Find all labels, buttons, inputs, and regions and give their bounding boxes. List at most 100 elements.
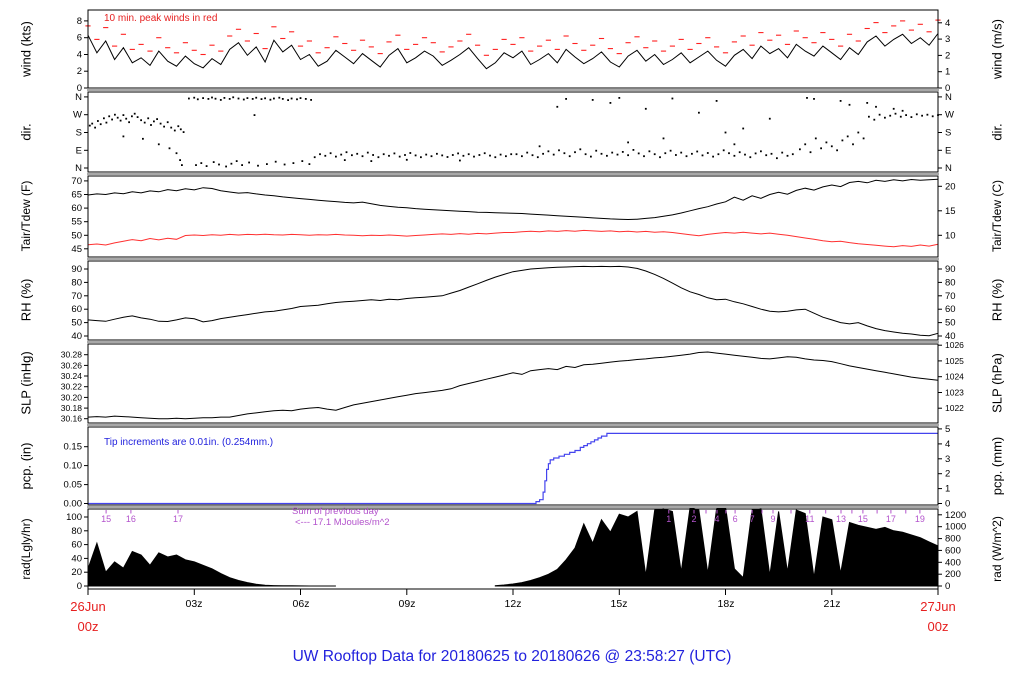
svg-text:19: 19 — [915, 514, 925, 524]
svg-text:80: 80 — [71, 277, 82, 288]
x-axis-end-date: 27Jun 00z — [920, 597, 955, 636]
svg-text:40: 40 — [945, 331, 956, 342]
svg-text:0.05: 0.05 — [64, 480, 83, 491]
svg-text:70: 70 — [71, 291, 82, 302]
pcp-left-axis-title: pcp. (in) — [18, 442, 34, 490]
svg-text:30.16: 30.16 — [61, 414, 83, 424]
svg-text:15: 15 — [101, 514, 111, 524]
svg-text:16: 16 — [126, 514, 136, 524]
svg-text:E: E — [945, 145, 951, 156]
svg-text:50: 50 — [945, 318, 956, 329]
svg-text:40: 40 — [71, 331, 82, 342]
rad-sum-note-line2: <--- 17.1 MJoules/m^2 — [295, 517, 390, 528]
chart-title: UW Rooftop Data for 20180625 to 20180626… — [292, 648, 732, 665]
svg-text:1000: 1000 — [945, 522, 966, 533]
svg-text:1024: 1024 — [945, 372, 964, 382]
svg-text:45: 45 — [71, 244, 82, 255]
svg-text:1: 1 — [666, 514, 671, 524]
dir-left-axis-title: dir. — [18, 123, 34, 141]
svg-text:30.28: 30.28 — [61, 350, 83, 360]
x-tick-12z: 12z — [504, 598, 522, 610]
svg-text:N: N — [945, 92, 952, 103]
end-time-line: 00z — [927, 618, 949, 634]
svg-text:2: 2 — [945, 469, 950, 480]
tair-left-axis-title: Tair/Tdew (F) — [19, 180, 33, 252]
x-axis-start-date: 26Jun 00z — [70, 597, 105, 636]
svg-text:0: 0 — [77, 83, 82, 94]
svg-text:30.26: 30.26 — [61, 360, 83, 370]
slp-left-axis-title: SLP (inHg) — [18, 351, 34, 415]
svg-text:70: 70 — [71, 176, 82, 187]
peak-wind-note: 10 min. peak winds in red — [104, 13, 218, 24]
svg-text:50: 50 — [71, 230, 82, 241]
rh-right-axis-title: RH (%) — [989, 278, 1005, 322]
svg-text:200: 200 — [945, 569, 961, 580]
dir-right-axis-title: dir. — [989, 123, 1005, 141]
svg-text:W: W — [945, 110, 954, 121]
svg-text:15: 15 — [945, 206, 956, 217]
svg-text:65: 65 — [71, 190, 82, 201]
svg-text:600: 600 — [945, 545, 961, 556]
svg-text:1026: 1026 — [945, 340, 964, 350]
svg-text:50: 50 — [71, 318, 82, 329]
svg-text:55: 55 — [71, 217, 82, 228]
svg-text:60: 60 — [71, 203, 82, 214]
svg-text:E: E — [76, 145, 82, 156]
svg-text:9: 9 — [770, 514, 775, 524]
rad-right-axis-title: rad (W/m^2) — [990, 516, 1004, 582]
svg-text:N: N — [75, 92, 82, 103]
svg-text:80: 80 — [71, 526, 82, 537]
rh-left-axis-title: RH (%) — [18, 278, 34, 322]
wind-left-axis-title: wind (kts) — [18, 21, 34, 77]
svg-text:1025: 1025 — [945, 356, 964, 366]
svg-text:17: 17 — [173, 514, 183, 524]
start-date-line: 26Jun — [70, 599, 106, 614]
rad-left-axis-title: rad(Lgly/hr) — [19, 518, 33, 580]
wind-right-axis-title: wind (m/s) — [989, 19, 1005, 79]
svg-text:8: 8 — [77, 16, 82, 27]
svg-text:800: 800 — [945, 534, 961, 545]
svg-text:15: 15 — [858, 514, 868, 524]
svg-text:0: 0 — [945, 499, 950, 510]
svg-text:7: 7 — [750, 514, 755, 524]
tip-increment-note: Tip increments are 0.01in. (0.254mm.) — [104, 437, 274, 448]
svg-text:4: 4 — [945, 439, 950, 450]
svg-text:W: W — [73, 110, 82, 121]
svg-text:N: N — [75, 163, 82, 174]
svg-text:60: 60 — [945, 304, 956, 315]
svg-text:30.22: 30.22 — [61, 382, 83, 392]
svg-text:60: 60 — [71, 304, 82, 315]
svg-text:S: S — [945, 128, 951, 139]
svg-text:20: 20 — [71, 567, 82, 578]
svg-text:5: 5 — [945, 424, 950, 435]
svg-text:70: 70 — [945, 291, 956, 302]
end-date-line: 27Jun — [920, 599, 956, 614]
svg-text:40: 40 — [71, 553, 82, 564]
x-tick-06z: 06z — [292, 598, 310, 610]
svg-text:30.24: 30.24 — [61, 371, 83, 381]
svg-text:3: 3 — [945, 454, 950, 465]
svg-text:90: 90 — [945, 264, 956, 275]
svg-text:2: 2 — [945, 50, 950, 61]
svg-text:N: N — [945, 163, 952, 174]
svg-text:60: 60 — [71, 540, 82, 551]
svg-text:1022: 1022 — [945, 403, 964, 413]
slp-right-axis-title: SLP (hPa) — [989, 353, 1005, 413]
svg-text:20: 20 — [945, 181, 956, 192]
x-tick-03z: 03z — [185, 598, 203, 610]
svg-text:0.15: 0.15 — [64, 442, 83, 453]
svg-text:17: 17 — [886, 514, 896, 524]
x-tick-15z: 15z — [610, 598, 628, 610]
svg-text:80: 80 — [945, 277, 956, 288]
svg-text:90: 90 — [71, 264, 82, 275]
svg-text:0: 0 — [945, 83, 950, 94]
svg-text:30.18: 30.18 — [61, 403, 83, 413]
svg-text:4: 4 — [77, 50, 82, 61]
svg-text:1: 1 — [945, 67, 950, 78]
svg-text:11: 11 — [805, 514, 814, 524]
svg-text:1023: 1023 — [945, 388, 964, 398]
svg-text:4: 4 — [714, 514, 719, 524]
svg-text:6: 6 — [733, 514, 738, 524]
start-time-line: 00z — [77, 618, 99, 634]
